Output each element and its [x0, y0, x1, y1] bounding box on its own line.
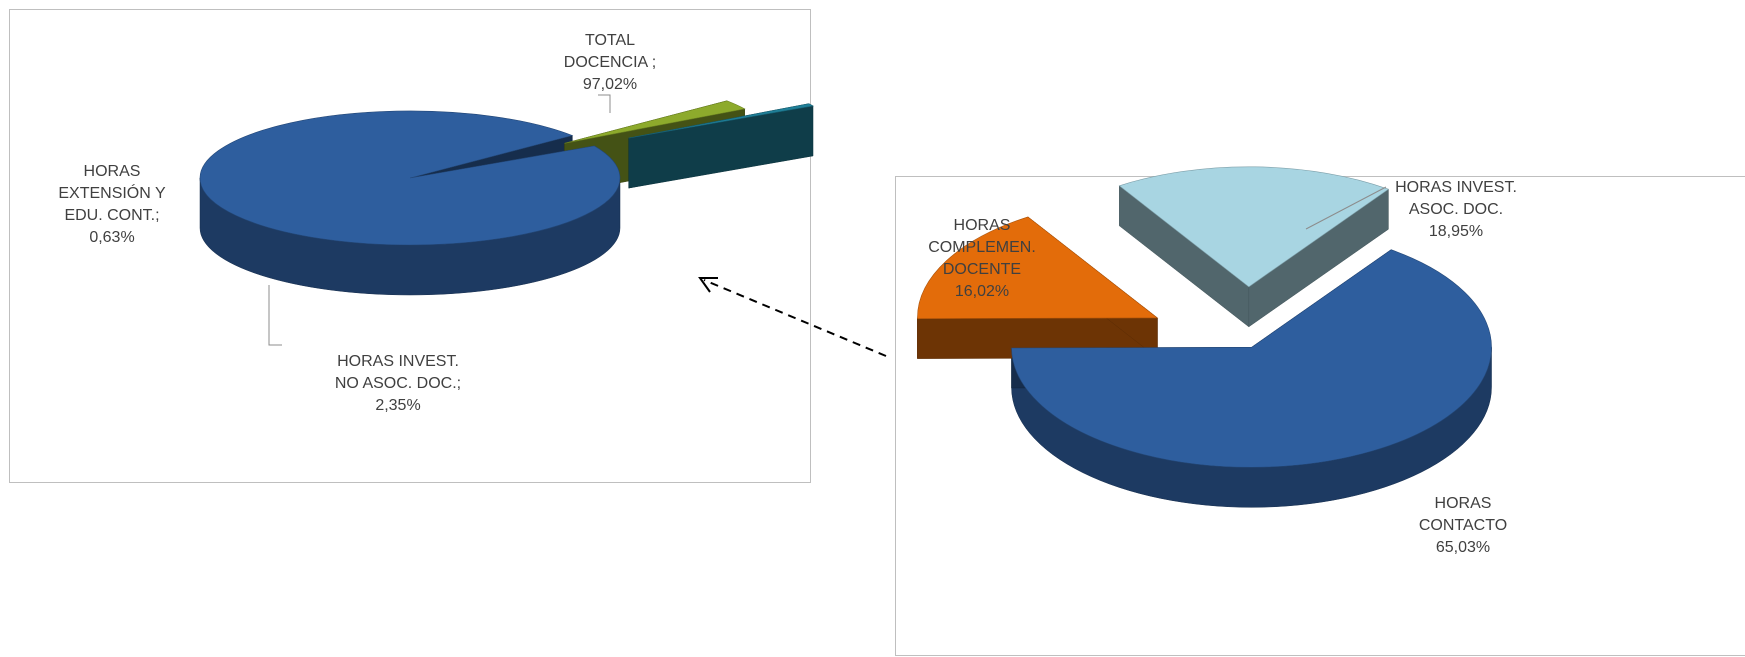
data-label-horas-invest-no-asoc-doc: HORAS INVEST. NO ASOC. DOC.; 2,35% — [335, 353, 461, 414]
chart-right: HORAS CONTACTO 65,03% HORAS COMPLEMEN. DOCENT… — [895, 176, 1745, 656]
data-label-line: 16,02% — [955, 283, 1009, 300]
data-label-horas-contacto: HORAS CONTACTO 65,03% — [1419, 495, 1507, 556]
data-label-line: EDU. CONT.; — [64, 207, 159, 224]
data-label-line: ASOC. DOC. — [1409, 201, 1503, 218]
data-label-line: HORAS — [954, 217, 1011, 234]
data-label-line: 18,95% — [1429, 223, 1483, 240]
data-label-line: TOTAL — [585, 32, 635, 49]
data-label-line: 2,35% — [375, 397, 420, 414]
pie-slice-top-total-docencia — [200, 111, 620, 245]
data-label-line: CONTACTO — [1419, 517, 1507, 534]
data-label-horas-invest-asoc-doc: HORAS INVEST. ASOC. DOC. 18,95% — [1395, 179, 1517, 240]
data-label-line: HORAS INVEST. — [337, 353, 459, 370]
data-label-line: HORAS — [84, 163, 141, 180]
data-label-line: 97,02% — [583, 76, 637, 93]
leader-line — [598, 95, 610, 113]
leader-line — [269, 285, 282, 345]
data-label-line: COMPLEMEN. — [928, 239, 1036, 256]
pie-chart-left: TOTAL DOCENCIA ; 97,02% HORAS INVEST. NO ASO… — [10, 10, 812, 484]
data-label-line: HORAS INVEST. — [1395, 179, 1517, 196]
data-label-line: NO ASOC. DOC.; — [335, 375, 461, 392]
data-label-line: 65,03% — [1436, 539, 1490, 556]
data-label-line: 0,63% — [89, 229, 134, 246]
data-label-line: EXTENSIÓN Y — [58, 183, 166, 202]
pie-tops — [917, 167, 1491, 468]
data-label-line: HORAS — [1435, 495, 1492, 512]
data-label-horas-extension-y-edu-cont: HORAS EXTENSIÓN Y EDU. CONT.; 0,63% — [58, 163, 166, 246]
data-label-line: DOCENTE — [943, 261, 1021, 278]
pie-chart-right: HORAS CONTACTO 65,03% HORAS COMPLEMEN. DOCENT… — [896, 177, 1745, 657]
data-label-total-docencia: TOTAL DOCENCIA ; 97,02% — [564, 32, 656, 93]
data-label-line: DOCENCIA ; — [564, 54, 656, 71]
chart-left: TOTAL DOCENCIA ; 97,02% HORAS INVEST. NO ASO… — [9, 9, 811, 483]
